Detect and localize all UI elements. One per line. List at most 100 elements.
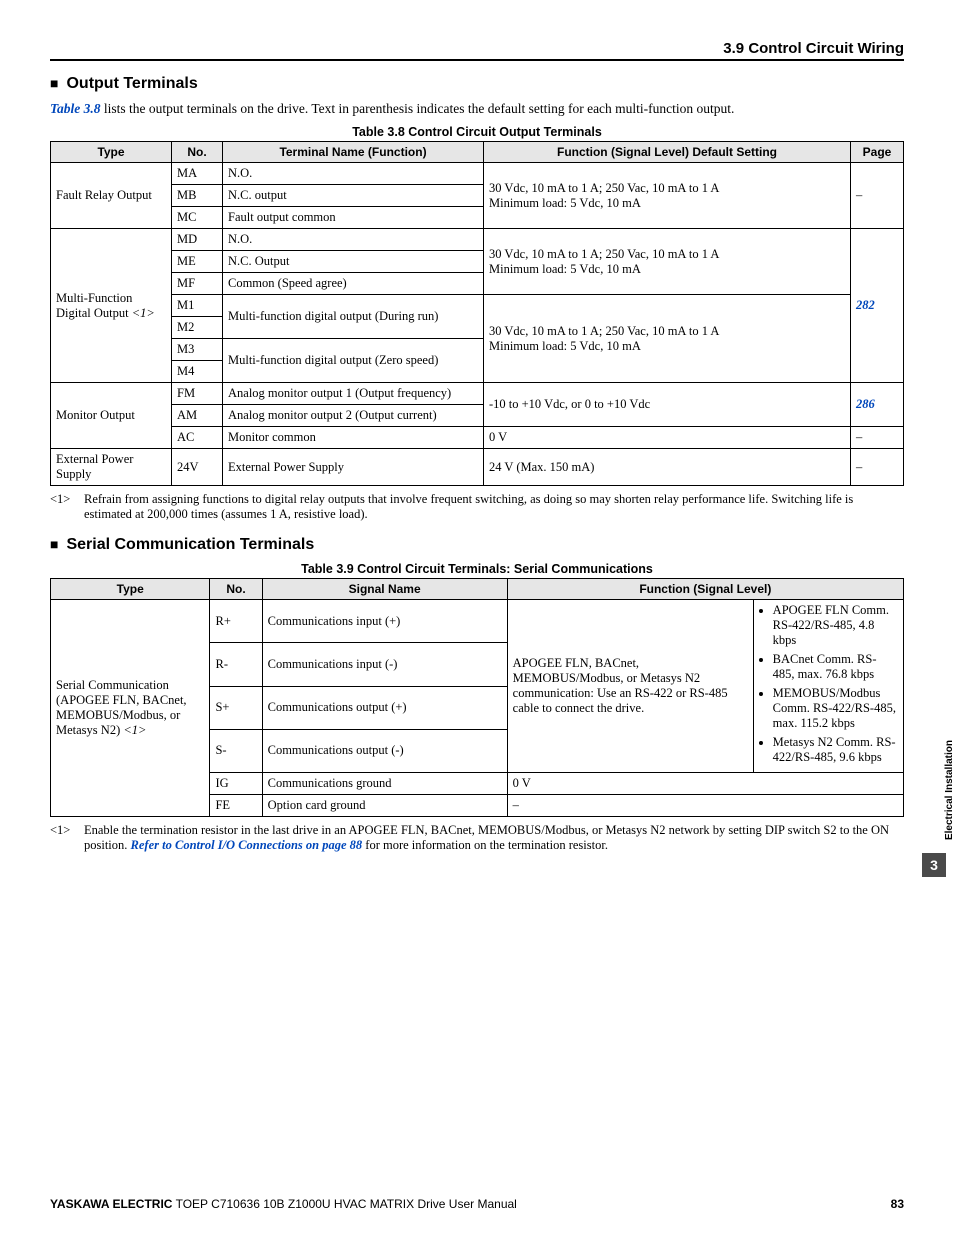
cell: N.C. output bbox=[223, 185, 484, 207]
cell: M1 bbox=[172, 295, 223, 317]
intro-text-post: lists the output terminals on the drive.… bbox=[101, 101, 735, 116]
cell: MB bbox=[172, 185, 223, 207]
cell: Communications input (-) bbox=[262, 643, 507, 686]
cell: M2 bbox=[172, 317, 223, 339]
footnote-text: Refrain from assigning functions to digi… bbox=[84, 492, 904, 522]
cell: 24V bbox=[172, 449, 223, 486]
cell: FE bbox=[210, 795, 262, 817]
cell: – bbox=[851, 449, 904, 486]
cell: Multi-function digital output (Zero spee… bbox=[223, 339, 484, 383]
table-row: Monitor Output FM Analog monitor output … bbox=[51, 383, 904, 405]
cell: Monitor common bbox=[223, 427, 484, 449]
cell: S- bbox=[210, 729, 262, 772]
cell: MD bbox=[172, 229, 223, 251]
cell: – bbox=[851, 427, 904, 449]
th-type: Type bbox=[51, 579, 210, 600]
chapter-number-box: 3 bbox=[922, 853, 946, 877]
footnote-2: <1> Enable the termination resistor in t… bbox=[50, 823, 904, 853]
cell: N.O. bbox=[223, 229, 484, 251]
table-row: Serial Communication (APOGEE FLN, BACnet… bbox=[51, 600, 904, 643]
cell-page-multi[interactable]: 282 bbox=[851, 229, 904, 383]
th-func: Function (Signal Level) Default Setting bbox=[484, 142, 851, 163]
table-row: External Power Supply 24V External Power… bbox=[51, 449, 904, 486]
proto-item: MEMOBUS/Modbus Comm. RS-422/RS-485, max.… bbox=[773, 686, 898, 731]
cell-func-serial: APOGEE FLN, BACnet, MEMOBUS/Modbus, or M… bbox=[507, 600, 753, 773]
proto-item: Metasys N2 Comm. RS-422/RS-485, 9.6 kbps bbox=[773, 735, 898, 765]
cell: External Power Supply bbox=[223, 449, 484, 486]
footer-title: TOEP C710636 10B Z1000U HVAC MATRIX Driv… bbox=[172, 1197, 516, 1211]
protocol-list: APOGEE FLN Comm. RS-422/RS-485, 4.8 kbps… bbox=[759, 603, 898, 765]
cell: Common (Speed agree) bbox=[223, 273, 484, 295]
cell: 0 V bbox=[484, 427, 851, 449]
cell-type-fault: Fault Relay Output bbox=[51, 163, 172, 229]
th-func: Function (Signal Level) bbox=[507, 579, 903, 600]
th-type: Type bbox=[51, 142, 172, 163]
footnote-link[interactable]: Refer to Control I/O Connections on page… bbox=[131, 838, 363, 852]
table-3-8-caption: Table 3.8 Control Circuit Output Termina… bbox=[50, 125, 904, 139]
th-no: No. bbox=[172, 142, 223, 163]
table-row: AC Monitor common 0 V – bbox=[51, 427, 904, 449]
cell: Multi-function digital output (During ru… bbox=[223, 295, 484, 339]
multi-type-note: <1> bbox=[132, 306, 155, 320]
header-rule bbox=[50, 59, 904, 61]
page-footer: YASKAWA ELECTRIC TOEP C710636 10B Z1000U… bbox=[50, 1197, 904, 1211]
table-ref-link[interactable]: Table 3.8 bbox=[50, 101, 101, 116]
table-row: Multi-Function Digital Output <1> MD N.O… bbox=[51, 229, 904, 251]
footer-doc: YASKAWA ELECTRIC TOEP C710636 10B Z1000U… bbox=[50, 1197, 517, 1211]
cell-type-monitor: Monitor Output bbox=[51, 383, 172, 449]
th-no: No. bbox=[210, 579, 262, 600]
footnote-body: Enable the termination resistor in the l… bbox=[84, 823, 904, 853]
cell: N.O. bbox=[223, 163, 484, 185]
heading-serial-terminals: Serial Communication Terminals bbox=[50, 536, 904, 554]
cell: IG bbox=[210, 773, 262, 795]
footnote-post: for more information on the termination … bbox=[362, 838, 608, 852]
footnote-1: <1> Refrain from assigning functions to … bbox=[50, 492, 904, 522]
table-header-row: Type No. Terminal Name (Function) Functi… bbox=[51, 142, 904, 163]
cell-page-monitor[interactable]: 286 bbox=[851, 383, 904, 427]
cell-protocols: APOGEE FLN Comm. RS-422/RS-485, 4.8 kbps… bbox=[753, 600, 903, 773]
cell-func-multi1: 30 Vdc, 10 mA to 1 A; 250 Vac, 10 mA to … bbox=[484, 229, 851, 295]
table-row: Fault Relay Output MA N.O. 30 Vdc, 10 mA… bbox=[51, 163, 904, 185]
cell: Communications ground bbox=[262, 773, 507, 795]
proto-item: APOGEE FLN Comm. RS-422/RS-485, 4.8 kbps bbox=[773, 603, 898, 648]
cell: MF bbox=[172, 273, 223, 295]
footer-brand: YASKAWA ELECTRIC bbox=[50, 1197, 172, 1211]
cell: AC bbox=[172, 427, 223, 449]
cell: R- bbox=[210, 643, 262, 686]
side-tab-label: Electrical Installation bbox=[944, 740, 954, 840]
cell: MA bbox=[172, 163, 223, 185]
table-3-8: Type No. Terminal Name (Function) Functi… bbox=[50, 141, 904, 486]
proto-item: BACnet Comm. RS-485, max. 76.8 kbps bbox=[773, 652, 898, 682]
cell: MC bbox=[172, 207, 223, 229]
cell-type-ext: External Power Supply bbox=[51, 449, 172, 486]
intro-paragraph: Table 3.8 lists the output terminals on … bbox=[50, 101, 904, 117]
table-3-9: Type No. Signal Name Function (Signal Le… bbox=[50, 578, 904, 817]
footer-page-number: 83 bbox=[891, 1197, 904, 1211]
table-header-row: Type No. Signal Name Function (Signal Le… bbox=[51, 579, 904, 600]
cell: N.C. Output bbox=[223, 251, 484, 273]
th-page: Page bbox=[851, 142, 904, 163]
footnote-tag: <1> bbox=[50, 492, 84, 522]
footnote-tag: <1> bbox=[50, 823, 84, 853]
cell: Fault output common bbox=[223, 207, 484, 229]
th-name: Terminal Name (Function) bbox=[223, 142, 484, 163]
cell: Communications input (+) bbox=[262, 600, 507, 643]
cell: M3 bbox=[172, 339, 223, 361]
cell: FM bbox=[172, 383, 223, 405]
cell: Communications output (+) bbox=[262, 686, 507, 729]
cell: M4 bbox=[172, 361, 223, 383]
cell-type-serial: Serial Communication (APOGEE FLN, BACnet… bbox=[51, 600, 210, 817]
cell: S+ bbox=[210, 686, 262, 729]
cell: Analog monitor output 1 (Output frequenc… bbox=[223, 383, 484, 405]
page-header-section: 3.9 Control Circuit Wiring bbox=[50, 40, 904, 59]
cell-func-multi2: 30 Vdc, 10 mA to 1 A; 250 Vac, 10 mA to … bbox=[484, 295, 851, 383]
cell: Communications output (-) bbox=[262, 729, 507, 772]
cell-page-fault: – bbox=[851, 163, 904, 229]
cell: AM bbox=[172, 405, 223, 427]
cell: 24 V (Max. 150 mA) bbox=[484, 449, 851, 486]
cell: – bbox=[507, 795, 903, 817]
serial-type-note: <1> bbox=[123, 723, 146, 737]
serial-type-text: Serial Communication (APOGEE FLN, BACnet… bbox=[56, 678, 187, 737]
table-row: M1 Multi-function digital output (During… bbox=[51, 295, 904, 317]
cell-type-multi: Multi-Function Digital Output <1> bbox=[51, 229, 172, 383]
